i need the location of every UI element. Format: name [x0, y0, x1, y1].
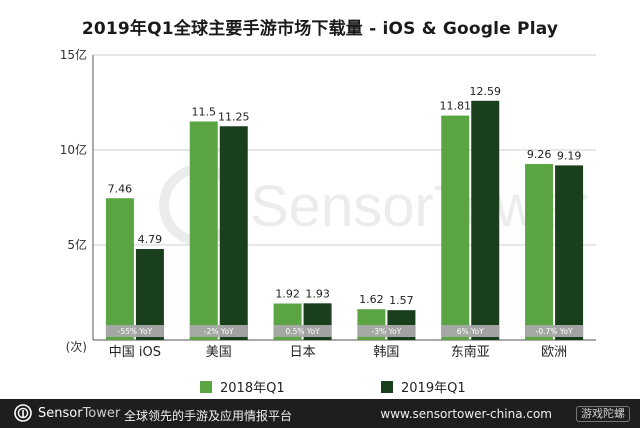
legend-label-2018: 2018年Q1 — [220, 381, 285, 396]
yoy-label: -3% YoY — [372, 327, 402, 336]
x-tick-label: 日本 — [290, 345, 316, 360]
bar-value-label: 7.46 — [108, 182, 133, 195]
yoy-label: -55% YoY — [118, 327, 153, 336]
bar-value-label: 9.19 — [557, 149, 582, 162]
yoy-badge — [105, 325, 164, 337]
bar-value-label: 11.81 — [440, 100, 472, 113]
bar — [525, 164, 554, 340]
footer-brand-sensor: Sensor — [38, 406, 83, 421]
yoy-label: -0.7% YoY — [536, 327, 573, 336]
bar-value-label: 12.59 — [470, 85, 502, 98]
y-tick-label: 10亿 — [60, 142, 87, 157]
yoy-badge — [189, 325, 248, 337]
footer-tagline: 全球领先的手游及应用情报平台 — [124, 409, 293, 423]
chart-title: 2019年Q1全球主要手游市场下载量 - iOS & Google Play — [81, 19, 559, 39]
y-tick-label: 15亿 — [60, 47, 87, 62]
y-tick-label: 5亿 — [67, 237, 87, 252]
y-tick-label: (次) — [66, 340, 87, 354]
yoy-label: 6% YoY — [457, 327, 484, 336]
bar-value-label: 1.93 — [305, 287, 330, 300]
chart-legend: 2018年Q1 2019年Q1 — [0, 377, 640, 397]
bar-value-label: 1.62 — [359, 293, 384, 306]
bar — [105, 198, 134, 340]
yoy-label: 0.5% YoY — [285, 327, 320, 336]
legend-label-2019: 2019年Q1 — [401, 381, 466, 396]
legend-item-2018: 2018年Q1 — [200, 377, 285, 396]
bar — [219, 126, 248, 340]
bar — [189, 121, 218, 340]
x-tick-label: 美国 — [206, 345, 232, 360]
sensortower-logo-icon — [14, 404, 32, 422]
bar — [441, 115, 470, 340]
x-tick-label: 欧洲 — [541, 345, 567, 360]
bar-value-label: 1.57 — [389, 294, 414, 307]
footer-url[interactable]: www.sensortower-china.com — [380, 407, 552, 421]
yoy-badge — [357, 325, 416, 337]
yoy-badge — [525, 325, 584, 337]
bar — [135, 248, 164, 340]
yoy-label: -2% YoY — [204, 327, 234, 336]
legend-item-2019: 2019年Q1 — [381, 377, 466, 396]
bar — [471, 100, 500, 340]
bar-value-label: 1.92 — [275, 288, 300, 301]
bar-value-label: 4.79 — [138, 233, 163, 246]
x-tick-label: 东南亚 — [451, 344, 490, 360]
bar-value-label: 11.25 — [218, 110, 250, 123]
footer-badge: 游戏陀螺 — [576, 406, 630, 422]
footer-brand: SensorTower — [38, 406, 120, 421]
bar — [555, 165, 584, 340]
x-tick-label: 韩国 — [373, 345, 399, 360]
footer-bar: SensorTower 全球领先的手游及应用情报平台 www.sensortow… — [0, 399, 640, 428]
bar-value-label: 9.26 — [527, 148, 552, 161]
yoy-badge — [273, 325, 332, 337]
legend-swatch-2019 — [381, 380, 393, 393]
legend-swatch-2018 — [200, 380, 212, 393]
yoy-badge — [441, 325, 500, 337]
bar-value-label: 11.5 — [192, 106, 217, 119]
footer-brand-tower: Tower — [82, 406, 121, 421]
x-tick-label: 中国 iOS — [109, 345, 161, 360]
